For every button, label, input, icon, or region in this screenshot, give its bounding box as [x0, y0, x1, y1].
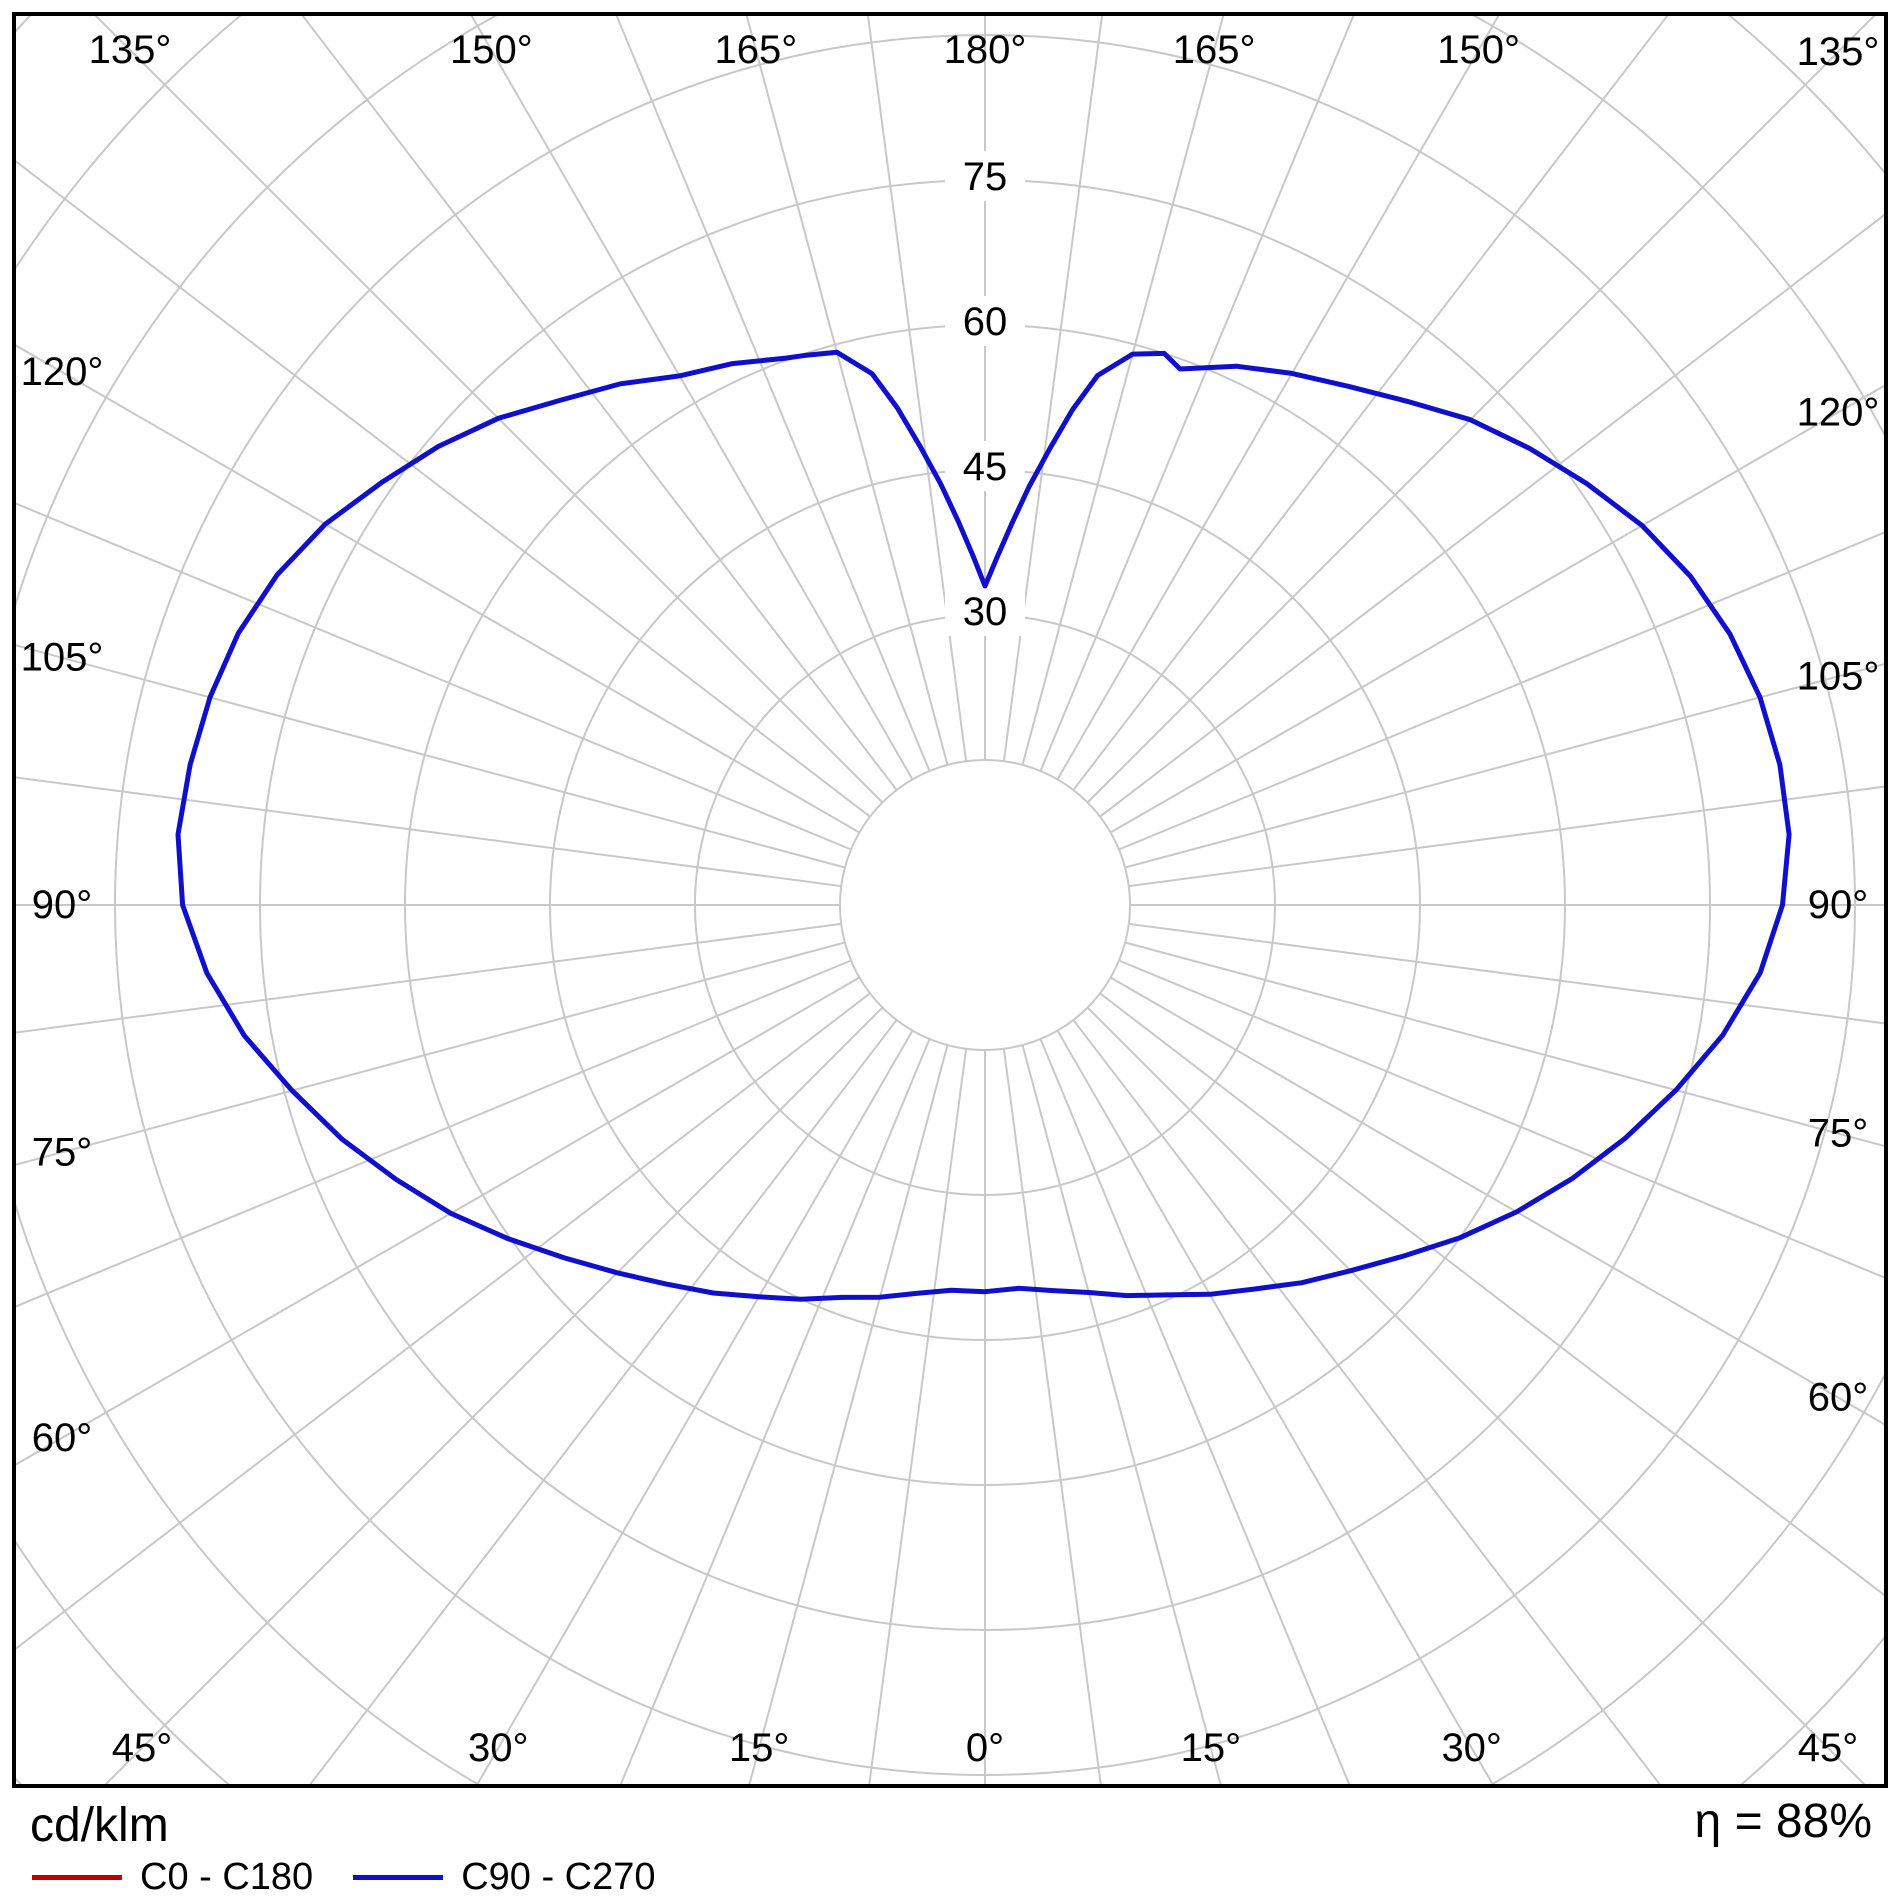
legend-item-c90-c270: C90 - C270 — [353, 1856, 656, 1898]
svg-text:30: 30 — [963, 590, 1008, 634]
svg-text:180°: 180° — [944, 28, 1027, 72]
svg-text:30°: 30° — [468, 1726, 529, 1770]
svg-text:165°: 165° — [715, 28, 798, 72]
efficiency-value: η = 88% — [1694, 1795, 1872, 1848]
svg-text:150°: 150° — [450, 28, 533, 72]
svg-text:60°: 60° — [1808, 1376, 1869, 1420]
legend: C0 - C180 C90 - C270 — [32, 1858, 656, 1896]
svg-text:30°: 30° — [1441, 1726, 1502, 1770]
curve-c90-c270 — [175, 349, 1792, 1302]
svg-text:105°: 105° — [1797, 654, 1880, 698]
unit-label: cd/klm — [30, 1799, 169, 1852]
svg-text:45°: 45° — [112, 1726, 173, 1770]
legend-label-c0-c180: C0 - C180 — [140, 1856, 314, 1898]
svg-text:45°: 45° — [1798, 1726, 1859, 1770]
svg-text:75°: 75° — [32, 1130, 93, 1174]
legend-line-c0-c180-icon — [32, 1874, 122, 1880]
ring-labels: 30 45 60 75 — [945, 150, 1025, 636]
svg-text:90°: 90° — [32, 883, 93, 927]
legend-label-c90-c270: C90 - C270 — [461, 1856, 656, 1898]
svg-text:90°: 90° — [1808, 883, 1869, 927]
svg-text:75°: 75° — [1808, 1112, 1869, 1156]
angle-labels: 0° 15° 15° 30° 30° 45° 45° 60° 60° 75° 75° 90° 90° 10… — [21, 28, 1880, 1770]
svg-text:60°: 60° — [32, 1416, 93, 1460]
svg-text:75: 75 — [963, 155, 1008, 199]
svg-text:135°: 135° — [89, 28, 172, 72]
legend-line-c90-c270-icon — [353, 1874, 444, 1880]
svg-text:120°: 120° — [1797, 391, 1880, 435]
svg-text:45: 45 — [963, 445, 1008, 489]
svg-text:15°: 15° — [729, 1726, 790, 1770]
svg-text:105°: 105° — [21, 636, 104, 680]
svg-text:0°: 0° — [966, 1726, 1004, 1770]
legend-item-c0-c180: C0 - C180 — [32, 1858, 313, 1896]
svg-text:150°: 150° — [1437, 28, 1520, 72]
svg-text:165°: 165° — [1173, 28, 1256, 72]
svg-text:120°: 120° — [21, 350, 104, 394]
svg-text:15°: 15° — [1181, 1726, 1242, 1770]
plot-border — [12, 12, 1888, 1788]
svg-text:135°: 135° — [1797, 30, 1880, 74]
svg-text:60: 60 — [963, 300, 1008, 344]
